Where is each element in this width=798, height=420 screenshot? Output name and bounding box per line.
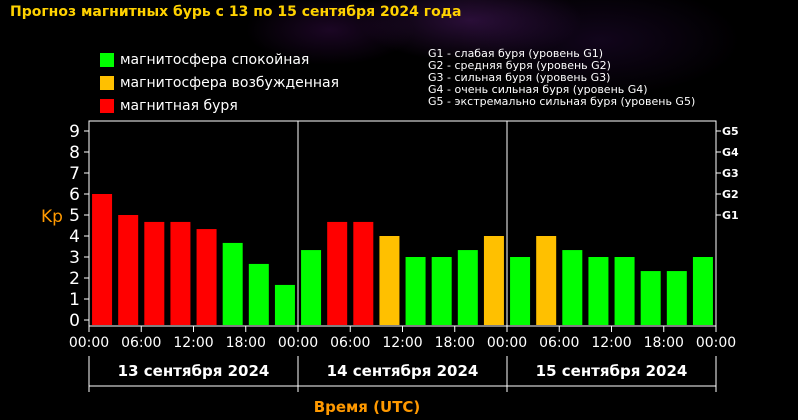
kp-bar bbox=[274, 284, 295, 325]
legend-label-quiet: магнитосфера спокойная bbox=[120, 51, 310, 68]
legend-item-storm: магнитная буря bbox=[100, 94, 339, 117]
legend-swatch-active bbox=[100, 75, 114, 90]
kp-bar bbox=[118, 215, 139, 325]
day-label: 15 сентября 2024 bbox=[536, 362, 688, 380]
kp-bar bbox=[248, 263, 269, 325]
legend-label-active: магнитосфера возбужденная bbox=[120, 74, 340, 91]
kp-bar bbox=[92, 194, 113, 325]
x-tick-label: 00:00 bbox=[696, 335, 736, 351]
kp-bar bbox=[327, 221, 348, 325]
right-tick-label: G3 bbox=[722, 167, 739, 180]
legend-item-quiet: магнитосфера спокойная bbox=[100, 48, 339, 71]
kp-bar bbox=[588, 257, 609, 325]
y-tick-label: 8 bbox=[69, 143, 80, 163]
x-axis-label: Время (UTC) bbox=[314, 398, 421, 416]
x-ticks: 00:00 06:00 12:00 18:00 00:00 06:00 12:00 18:00… bbox=[69, 326, 736, 351]
legend-label-storm: магнитная буря bbox=[120, 97, 238, 114]
x-tick-label: 12:00 bbox=[173, 335, 213, 351]
legend: магнитосфера спокойная магнитосфера возб… bbox=[100, 48, 339, 117]
kp-bar bbox=[457, 250, 478, 325]
storm-level-g5: G5 - экстремально сильная буря (уровень … bbox=[428, 95, 696, 108]
kp-bar bbox=[536, 236, 557, 325]
right-ticks: G1 G2 G3 G4 G5 bbox=[716, 125, 739, 222]
kp-bar bbox=[170, 221, 191, 325]
y-tick-label: 6 bbox=[69, 185, 80, 205]
storm-level-g2: G2 - средняя буря (уровень G2) bbox=[428, 59, 611, 72]
kp-bar bbox=[144, 221, 165, 325]
kp-bar bbox=[353, 221, 374, 325]
kp-bar bbox=[431, 257, 452, 325]
right-tick-label: G4 bbox=[722, 146, 739, 159]
kp-bar bbox=[640, 271, 661, 325]
x-tick-label: 12:00 bbox=[382, 335, 422, 351]
legend-swatch-storm bbox=[100, 98, 114, 113]
y-tick-label: 7 bbox=[69, 164, 80, 184]
page-title: Прогноз магнитных бурь с 13 по 15 сентяб… bbox=[10, 4, 462, 20]
right-tick-label: G5 bbox=[722, 125, 739, 138]
kp-bar bbox=[562, 250, 583, 325]
y-tick-label: 1 bbox=[69, 290, 80, 310]
x-tick-label: 00:00 bbox=[487, 335, 527, 351]
storm-level-g3: G3 - сильная буря (уровень G3) bbox=[428, 71, 611, 84]
storm-level-g1: G1 - слабая буря (уровень G1) bbox=[428, 47, 604, 60]
y-tick-label: 4 bbox=[69, 227, 80, 247]
x-tick-label: 06:00 bbox=[330, 335, 370, 351]
storm-level-g4: G4 - очень сильная буря (уровень G4) bbox=[428, 83, 648, 96]
chart-bars bbox=[92, 194, 713, 325]
x-tick-label: 18:00 bbox=[435, 335, 475, 351]
y-tick-label: 2 bbox=[69, 269, 80, 289]
day-label: 13 сентября 2024 bbox=[118, 362, 270, 380]
day-label: 14 сентября 2024 bbox=[327, 362, 479, 380]
kp-bar bbox=[692, 257, 713, 325]
x-tick-label: 00:00 bbox=[278, 335, 318, 351]
y-tick-label: 3 bbox=[69, 248, 80, 268]
x-tick-label: 00:00 bbox=[69, 335, 109, 351]
right-tick-label: G2 bbox=[722, 188, 739, 201]
kp-bar bbox=[301, 250, 322, 325]
kp-bar bbox=[222, 242, 243, 325]
y-axis-label: Kp bbox=[41, 207, 63, 227]
x-tick-label: 18:00 bbox=[226, 335, 266, 351]
kp-bar bbox=[483, 236, 504, 325]
kp-bar bbox=[405, 257, 426, 325]
x-tick-label: 12:00 bbox=[591, 335, 631, 351]
x-tick-label: 06:00 bbox=[539, 335, 579, 351]
day-labels: 13 сентября 2024 14 сентября 2024 15 сентя… bbox=[88, 356, 717, 392]
legend-item-active: магнитосфера возбужденная bbox=[100, 71, 339, 94]
kp-bar bbox=[510, 257, 531, 325]
kp-bar bbox=[614, 257, 635, 325]
kp-bar bbox=[196, 229, 217, 325]
legend-swatch-quiet bbox=[100, 52, 114, 67]
kp-bar bbox=[379, 236, 400, 325]
right-tick-label: G1 bbox=[722, 209, 739, 222]
storm-level-legend: G1 - слабая буря (уровень G1) G2 - средн… bbox=[428, 48, 695, 108]
kp-bar bbox=[666, 271, 687, 325]
x-tick-label: 18:00 bbox=[644, 335, 684, 351]
y-tick-label: 5 bbox=[69, 206, 80, 226]
y-tick-label: 0 bbox=[69, 311, 80, 331]
y-tick-label: 9 bbox=[69, 122, 80, 142]
x-tick-label: 06:00 bbox=[121, 335, 161, 351]
